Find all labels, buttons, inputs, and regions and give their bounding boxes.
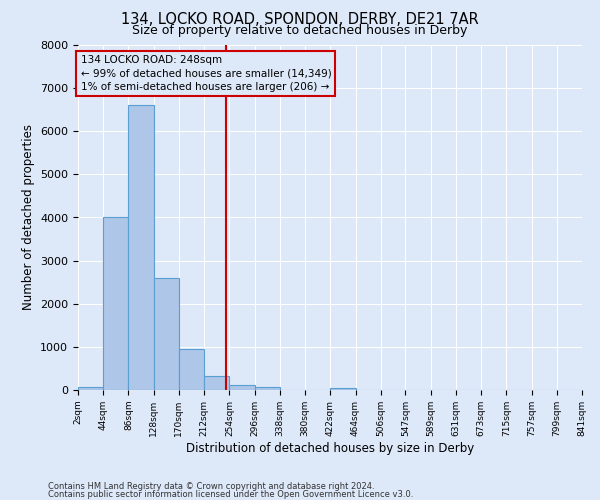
- Y-axis label: Number of detached properties: Number of detached properties: [22, 124, 35, 310]
- Text: 134, LOCKO ROAD, SPONDON, DERBY, DE21 7AR: 134, LOCKO ROAD, SPONDON, DERBY, DE21 7A…: [121, 12, 479, 28]
- Bar: [103, 218, 128, 390]
- X-axis label: Distribution of detached houses by size in Derby: Distribution of detached houses by size …: [186, 442, 474, 454]
- Bar: [128, 106, 154, 390]
- Bar: [254, 388, 280, 390]
- Bar: [179, 349, 204, 390]
- Text: 134 LOCKO ROAD: 248sqm
← 99% of detached houses are smaller (14,349)
1% of semi-: 134 LOCKO ROAD: 248sqm ← 99% of detached…: [80, 56, 331, 92]
- Bar: [204, 376, 229, 390]
- Text: Contains HM Land Registry data © Crown copyright and database right 2024.: Contains HM Land Registry data © Crown c…: [48, 482, 374, 491]
- Bar: [154, 278, 179, 390]
- Bar: [331, 388, 356, 390]
- Bar: [229, 386, 254, 390]
- Text: Contains public sector information licensed under the Open Government Licence v3: Contains public sector information licen…: [48, 490, 413, 499]
- Bar: [78, 387, 103, 390]
- Text: Size of property relative to detached houses in Derby: Size of property relative to detached ho…: [133, 24, 467, 37]
